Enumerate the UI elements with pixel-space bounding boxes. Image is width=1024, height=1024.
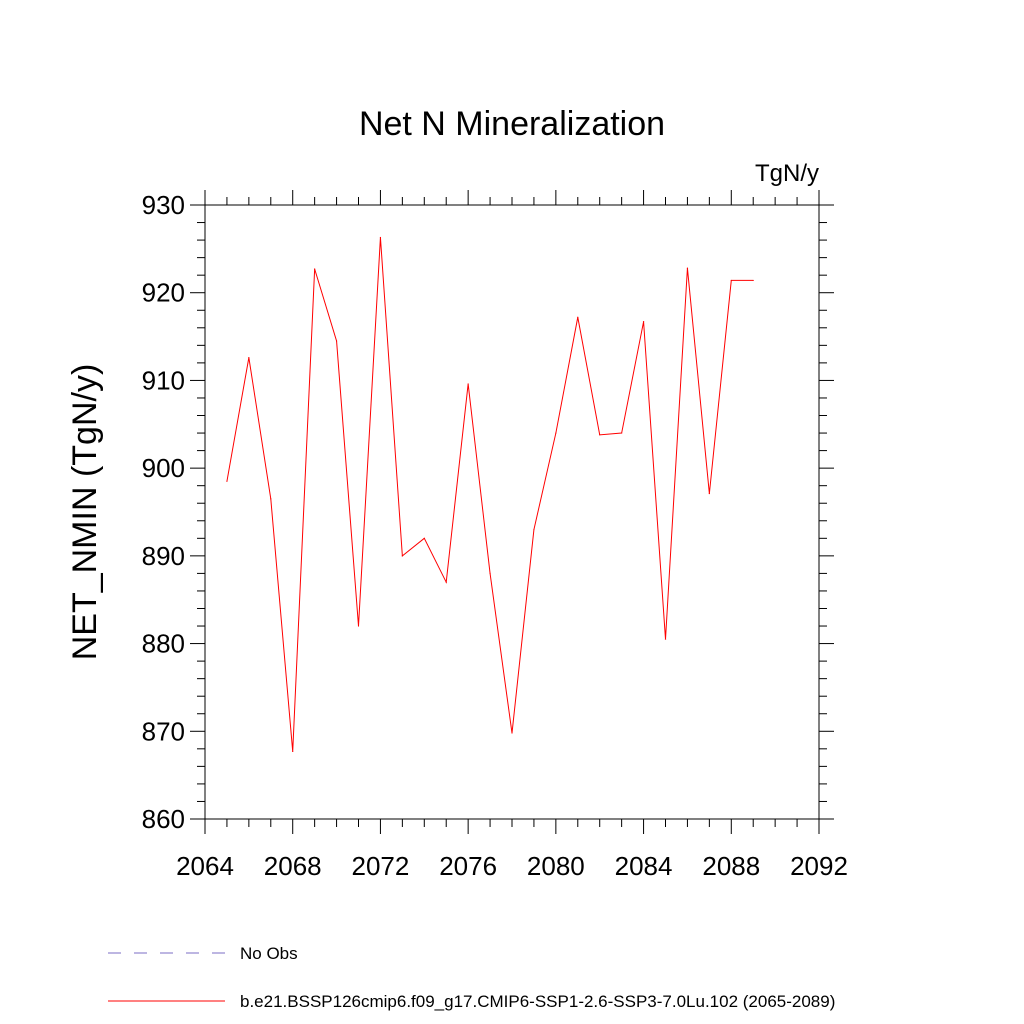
series-line-0 [226, 237, 754, 752]
data-point [555, 432, 557, 434]
legend-label-model: b.e21.BSSP126cmip6.f09_g17.CMIP6-SSP1-2.… [240, 992, 835, 1011]
x-axis-ticks: 2064 2068 2072 2076 2080 2084 2088 2092 [176, 190, 848, 881]
y-tick-label: 870 [142, 716, 185, 746]
y-tick-label: 880 [142, 629, 185, 659]
data-point [533, 528, 535, 531]
data-point [752, 279, 754, 282]
data-point [577, 316, 579, 318]
y-axis-label: NET_NMIN (TgN/y) [66, 364, 104, 661]
legend: No Obs b.e21.BSSP126cmip6.f09_g17.CMIP6-… [108, 944, 835, 1011]
series-layer [226, 236, 754, 753]
data-point [664, 638, 667, 640]
data-point [708, 492, 710, 495]
units-label: TgN/y [755, 160, 819, 187]
y-tick-label: 860 [142, 804, 185, 834]
x-tick-label: 2064 [176, 851, 234, 881]
x-tick-label: 2084 [615, 851, 673, 881]
y-tick-label: 900 [142, 453, 185, 483]
legend-item-model: b.e21.BSSP126cmip6.f09_g17.CMIP6-SSP1-2.… [108, 992, 835, 1011]
x-tick-label: 2068 [264, 851, 322, 881]
data-point [357, 625, 360, 627]
data-point [226, 480, 228, 482]
chart-title: Net N Mineralization [359, 105, 665, 143]
data-point [730, 279, 732, 282]
y-axis-ticks: 860 870 880 890 900 910 920 930 [142, 190, 834, 834]
data-point [511, 732, 513, 734]
y-tick-label: 930 [142, 190, 185, 220]
x-tick-label: 2092 [790, 851, 848, 881]
data-point [599, 434, 601, 436]
x-tick-label: 2072 [352, 851, 410, 881]
data-point [642, 321, 645, 323]
x-tick-label: 2076 [439, 851, 497, 881]
data-point [445, 581, 447, 583]
y-tick-label: 920 [142, 278, 185, 308]
data-point [423, 537, 425, 539]
data-point [401, 555, 403, 557]
y-tick-label: 890 [142, 541, 185, 571]
legend-label-no-obs: No Obs [240, 944, 298, 963]
data-point [686, 267, 689, 269]
data-point [489, 572, 491, 575]
data-point [270, 498, 272, 500]
x-tick-label: 2088 [702, 851, 760, 881]
data-point [467, 383, 469, 385]
data-point [314, 268, 316, 270]
y-tick-label: 910 [142, 365, 185, 395]
data-point [292, 750, 294, 753]
data-point [335, 340, 338, 342]
data-point [379, 236, 382, 239]
x-tick-label: 2080 [527, 851, 585, 881]
legend-item-no-obs: No Obs [108, 944, 298, 963]
plot-frame [204, 204, 820, 820]
data-point [621, 432, 623, 434]
data-point [248, 357, 250, 359]
